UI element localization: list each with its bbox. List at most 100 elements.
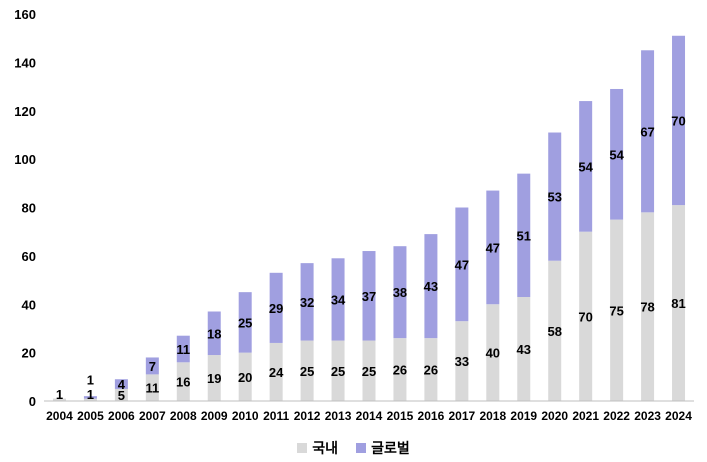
x-tick-label: 2014 (356, 409, 383, 423)
data-label-global: 37 (362, 289, 376, 304)
x-tick-label: 2019 (510, 409, 537, 423)
data-label-domestic: 75 (609, 303, 623, 318)
data-label-global: 51 (517, 228, 531, 243)
data-label-domestic: 16 (176, 375, 190, 390)
y-tick-label: 20 (22, 346, 36, 361)
data-label-domestic: 81 (671, 296, 685, 311)
bar-global (114, 379, 128, 389)
legend-label-domestic: 국내 (312, 440, 339, 456)
x-tick-label: 2013 (325, 409, 352, 423)
x-tick-label: 2006 (108, 409, 135, 423)
x-tick-label: 2010 (232, 409, 259, 423)
data-label-domestic: 70 (578, 309, 592, 324)
data-label-global: 70 (671, 113, 685, 128)
data-label-domestic: 78 (640, 300, 654, 315)
bar-domestic (176, 362, 190, 401)
x-tick-label: 2008 (170, 409, 197, 423)
data-label-domestic: 40 (486, 346, 500, 361)
bar-domestic (114, 388, 128, 401)
legend-item-domestic: 국내 (297, 438, 338, 458)
x-tick-label: 2020 (541, 409, 568, 423)
x-tick-label: 2021 (572, 409, 599, 423)
y-tick-label: 100 (14, 152, 36, 167)
data-label-domestic: 26 (393, 363, 407, 378)
bar-global (331, 258, 345, 341)
legend-label-global: 글로벌 (371, 440, 410, 456)
y-tick-label: 140 (14, 55, 36, 70)
x-tick-label: 2018 (479, 409, 506, 423)
bar-global (517, 173, 531, 297)
bar-domestic (331, 340, 345, 401)
data-label-domestic: 33 (455, 354, 469, 369)
bar-domestic (672, 205, 686, 401)
bar-global (486, 190, 500, 305)
bar-domestic (83, 398, 97, 401)
legend: 국내 글로벌 (0, 438, 707, 458)
bar-domestic (52, 398, 66, 401)
bar-global (548, 132, 562, 261)
x-tick-label: 2022 (603, 409, 630, 423)
bar-global (455, 207, 469, 322)
x-tick-label: 2015 (387, 409, 414, 423)
data-label-domestic: 26 (424, 363, 438, 378)
bars (52, 35, 686, 401)
data-label-global: 4 (118, 377, 126, 392)
x-tick-label: 2016 (418, 409, 445, 423)
x-tick-label: 2005 (77, 409, 104, 423)
bar-global (207, 311, 221, 356)
data-label-domestic: 25 (362, 364, 376, 379)
data-label-global: 53 (547, 190, 561, 205)
data-label-domestic: 43 (517, 342, 531, 357)
data-label-domestic: 25 (331, 364, 345, 379)
bar-global (83, 396, 97, 399)
data-label-global: 7 (149, 359, 156, 374)
data-label-global: 25 (238, 315, 252, 330)
y-tick-label: 60 (22, 249, 36, 264)
data-label-domestic: 25 (300, 364, 314, 379)
y-tick-label: 0 (29, 394, 36, 409)
data-label-domestic: 24 (269, 365, 284, 380)
bar-global (176, 335, 190, 363)
bar-global (269, 272, 283, 343)
bar-domestic (455, 321, 469, 401)
y-tick-label: 160 (14, 7, 36, 22)
data-label-global: 67 (640, 124, 654, 139)
bar-global (362, 251, 376, 341)
bar-domestic (641, 212, 655, 401)
data-label-global: 43 (424, 279, 438, 294)
bar-global (300, 263, 314, 341)
bar-domestic (238, 352, 252, 401)
data-label-domestic: 1 (56, 387, 63, 402)
bar-global (610, 88, 624, 220)
data-label-domestic: 20 (238, 370, 252, 385)
data-label-global: 47 (455, 257, 469, 272)
bar-domestic (486, 304, 500, 401)
data-label-global: 47 (486, 240, 500, 255)
x-axis-ticks: 2004 2005 2006 2007 2008 2009 2010 2011 2012 2013… (46, 409, 692, 423)
bar-global (424, 234, 438, 339)
data-label-global: 54 (609, 147, 624, 162)
legend-swatch-domestic (297, 443, 308, 453)
bar-global (641, 50, 655, 213)
data-label-global: 54 (578, 159, 593, 174)
x-tick-label: 2011 (263, 409, 289, 423)
data-label-domestic: 19 (207, 371, 221, 386)
data-label-domestic: 58 (547, 324, 561, 339)
x-tick-label: 2009 (201, 409, 228, 423)
data-label-global: 38 (393, 285, 407, 300)
x-tick-label: 2023 (634, 409, 661, 423)
data-label-global: 29 (269, 301, 283, 316)
y-tick-label: 40 (22, 297, 36, 312)
bar-domestic (393, 338, 407, 401)
bar-global (393, 246, 407, 339)
x-tick-label: 2007 (139, 409, 166, 423)
data-label-global: 34 (331, 292, 346, 307)
y-tick-label: 120 (14, 104, 36, 119)
bar-global (238, 292, 252, 353)
bar-domestic (610, 219, 624, 401)
bar-domestic (548, 260, 562, 401)
data-label-global: 11 (176, 342, 190, 357)
data-label-global: 18 (207, 326, 221, 341)
y-tick-label: 80 (22, 201, 36, 216)
